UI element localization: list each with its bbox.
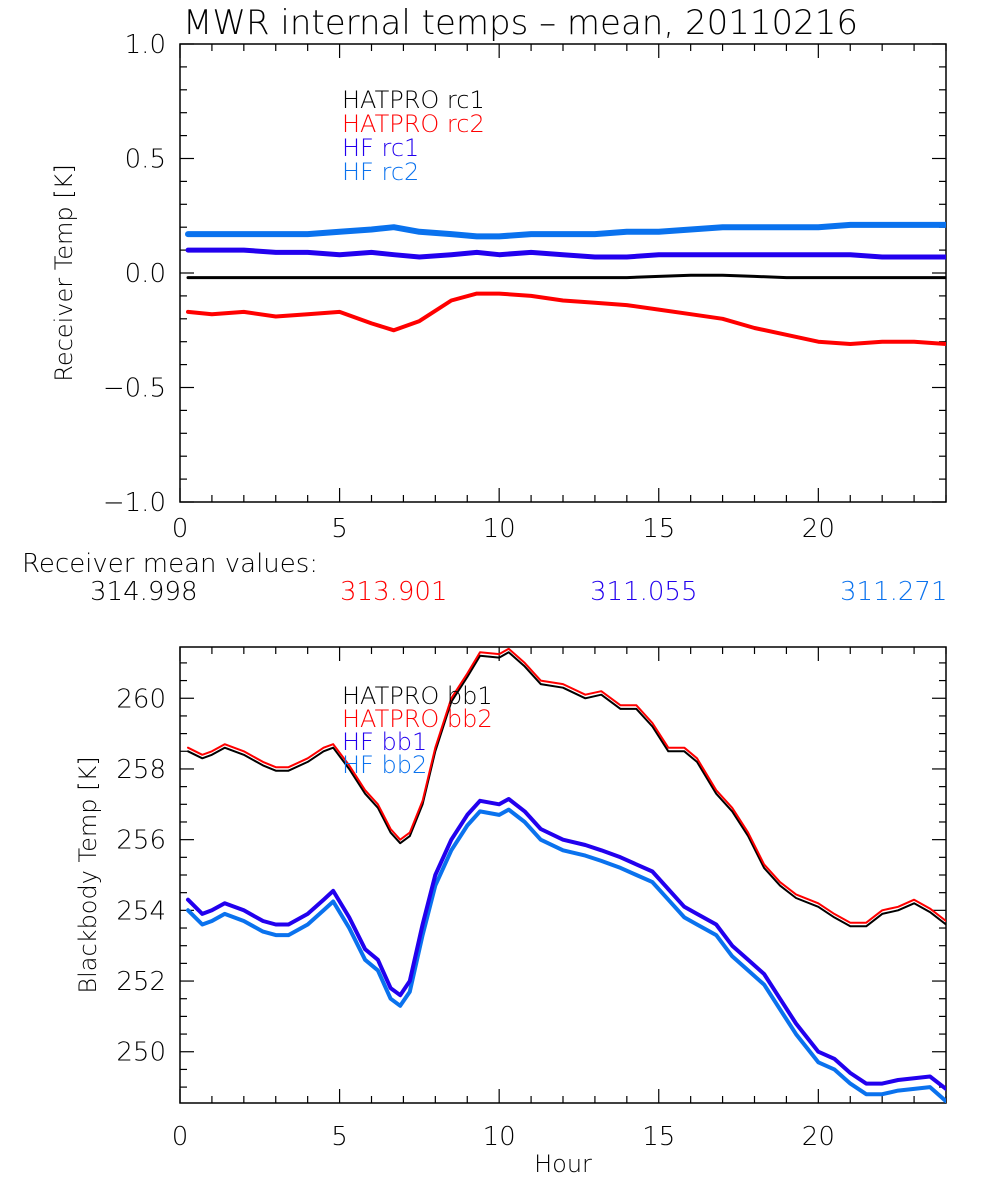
legend-entry: HATPRO bb2	[342, 705, 493, 733]
mean-value-hatpro-rc1: 314.998	[90, 577, 198, 607]
y-axis-label: Receiver Temp [K]	[50, 164, 78, 382]
series-line-hf-rc2	[185, 221, 946, 240]
y-tick-label: −0.5	[103, 374, 166, 404]
receiver-temp-panel: 0 5 10 15 20 −1.0 −0.5 0.0 0.5 1.0 Receiver Temp […	[50, 30, 947, 544]
legend-entry: HF bb2	[342, 751, 427, 779]
x-tick-label: 10	[483, 514, 516, 544]
x-tick-label: 20	[802, 514, 835, 544]
x-tick-label: 5	[331, 514, 348, 544]
y-tick-label: 260	[116, 684, 166, 714]
mean-value-hf-rc1: 311.055	[590, 577, 698, 607]
legend-entry: HF rc1	[342, 134, 419, 162]
x-tick-label: 0	[172, 1122, 189, 1152]
x-tick-label: 15	[642, 1122, 675, 1152]
legend-entry: HF bb1	[342, 728, 427, 756]
plot-frame	[179, 646, 947, 1104]
blackbody-temp-panel: 0 5 10 15 20 250 252 254 256 258 260 Blackbody Temp…	[74, 646, 947, 1178]
mean-value-hf-rc2: 311.271	[840, 577, 948, 607]
legend-entry: HATPRO bb1	[342, 682, 493, 710]
figure-title: MWR internal temps – mean, 20110216	[183, 3, 858, 43]
receiver-mean-label: Receiver mean values:	[22, 549, 318, 579]
series-line-hatpro-rc1	[186, 273, 946, 280]
y-tick-label: 250	[116, 1038, 166, 1068]
x-tick-label: 20	[802, 1122, 835, 1152]
x-tick-label: 5	[331, 1122, 348, 1152]
y-tick-label: 0.5	[125, 145, 166, 175]
series-line-hatpro-bb2	[187, 647, 946, 924]
series-line-hf-bb1	[186, 797, 946, 1091]
y-tick-label: 258	[116, 755, 166, 785]
y-tick-label: 256	[116, 826, 166, 856]
y-tick-label: 0.0	[125, 259, 166, 289]
x-tick-label: 15	[642, 514, 675, 544]
series-line-hatpro-bb1	[187, 651, 946, 928]
y-tick-label: 254	[116, 896, 166, 926]
x-axis-label: Hour	[534, 1150, 592, 1178]
legend-entry: HF rc2	[342, 158, 419, 186]
plot-frame	[179, 43, 947, 503]
y-axis-label: Blackbody Temp [K]	[74, 756, 102, 993]
mean-value-hatpro-rc2: 313.901	[340, 577, 448, 607]
x-tick-label: 10	[483, 1122, 516, 1152]
legend-entry: HATPRO rc2	[342, 110, 485, 138]
series-line-hatpro-rc2	[186, 291, 946, 346]
y-tick-label: −1.0	[103, 488, 166, 518]
series-line-hf-rc1	[185, 247, 946, 260]
series-line-hf-bb2	[186, 807, 946, 1103]
y-tick-label: 252	[116, 967, 166, 997]
legend-entry: HATPRO rc1	[342, 86, 485, 114]
x-tick-label: 0	[172, 514, 189, 544]
y-tick-label: 1.0	[125, 30, 166, 60]
